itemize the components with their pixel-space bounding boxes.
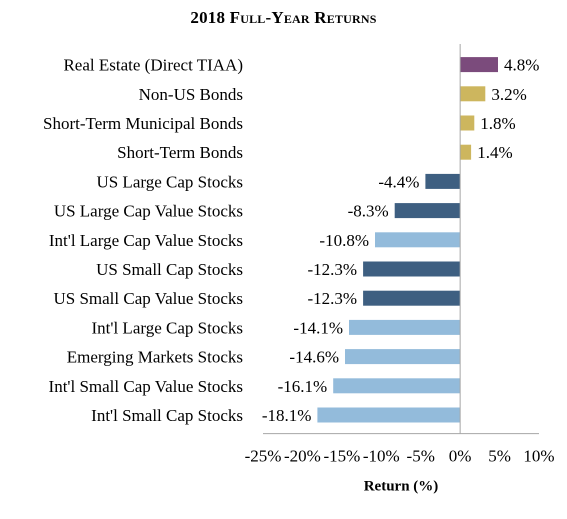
category-label: Short-Term Municipal Bonds (43, 114, 243, 133)
value-label: -14.6% (289, 348, 339, 367)
value-labels-group: 4.8% 3.2% 1.8% 1.4% -4.4% -8.3% -10.8% -12.3% -1… (262, 56, 540, 425)
bars-group (317, 57, 498, 423)
category-label: Short-Term Bonds (117, 143, 243, 162)
x-tick-label: 0% (449, 447, 472, 466)
bar (349, 319, 461, 335)
x-tick-label: 10% (523, 447, 554, 466)
value-label: 3.2% (491, 85, 526, 104)
x-tick-label: -5% (407, 447, 435, 466)
category-label: Int'l Small Cap Value Stocks (49, 377, 243, 396)
category-label: US Large Cap Value Stocks (54, 202, 243, 221)
bar (363, 261, 461, 277)
category-label: Real Estate (Direct TIAA) (63, 56, 243, 75)
value-label: -18.1% (262, 406, 312, 425)
category-label: Non-US Bonds (139, 85, 243, 104)
x-tick-label: -15% (323, 447, 360, 466)
category-label: US Small Cap Value Stocks (53, 289, 243, 308)
value-label: 1.8% (480, 114, 515, 133)
bar (425, 173, 461, 189)
category-label: Int'l Small Cap Stocks (91, 406, 243, 425)
value-label: -4.4% (378, 172, 419, 191)
chart-title: 2018 Full-Year Returns (190, 8, 377, 27)
x-tick-label: -25% (245, 447, 282, 466)
category-label: US Large Cap Stocks (96, 172, 243, 191)
x-axis-title: Return (%) (364, 479, 439, 495)
value-label: -14.1% (293, 318, 343, 337)
bar (460, 144, 472, 160)
category-label: Emerging Markets Stocks (67, 348, 243, 367)
value-label: -10.8% (319, 231, 369, 250)
category-label: Int'l Large Cap Stocks (92, 318, 243, 337)
x-tick-label: -10% (363, 447, 400, 466)
category-labels-group: Real Estate (Direct TIAA) Non-US Bonds Sho… (43, 56, 243, 425)
category-label: Int'l Large Cap Value Stocks (49, 231, 243, 250)
bar (375, 232, 461, 248)
value-label: -12.3% (308, 289, 358, 308)
bar (363, 290, 461, 306)
category-label: US Small Cap Stocks (96, 260, 243, 279)
bar (333, 378, 461, 394)
bar (460, 115, 475, 131)
x-tick-labels-group: -25% -20% -15% -10% -5% 0% 5% 10% (245, 447, 555, 466)
value-label: 4.8% (504, 56, 539, 75)
x-axis-group (263, 44, 539, 435)
value-label: -12.3% (308, 260, 358, 279)
bar (460, 86, 486, 102)
x-tick-label: 5% (488, 447, 511, 466)
bar (345, 349, 461, 365)
bar (317, 407, 461, 423)
x-tick-label: -20% (284, 447, 321, 466)
value-label: -8.3% (348, 202, 389, 221)
bar (460, 57, 498, 73)
value-label: 1.4% (477, 143, 512, 162)
bar (394, 203, 461, 219)
value-label: -16.1% (278, 377, 328, 396)
